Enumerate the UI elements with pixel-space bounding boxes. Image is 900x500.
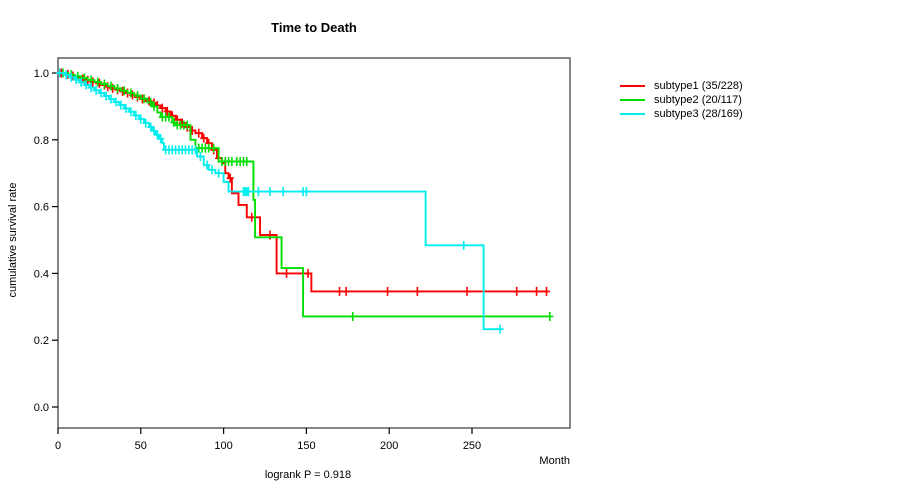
x-tick-label: 150 xyxy=(297,440,315,452)
legend-item-subtype1: subtype1 (35/228) xyxy=(620,79,743,93)
x-tick-label: 200 xyxy=(380,440,398,452)
legend-label-subtype3: subtype3 (28/169) xyxy=(654,108,743,120)
x-tick-label: 0 xyxy=(55,440,61,452)
legend-line-subtype2 xyxy=(620,99,645,101)
survival-curve-subtype2 xyxy=(58,72,552,318)
x-axis-label: Month xyxy=(539,455,570,467)
legend: subtype1 (35/228) subtype2 (20/117) subt… xyxy=(620,79,743,121)
plot-box xyxy=(57,57,571,429)
x-tick-label: 100 xyxy=(214,440,232,452)
legend-line-subtype3 xyxy=(620,113,645,115)
y-tick-label: 1.0 xyxy=(34,68,49,80)
y-tick-label: 0.8 xyxy=(34,135,49,147)
censor-marks-subtype3 xyxy=(56,68,504,334)
y-tick-label: 0.6 xyxy=(34,202,49,214)
survival-curve-subtype1 xyxy=(58,72,549,293)
legend-label-subtype2: subtype2 (20/117) xyxy=(654,94,742,106)
plot-title: Time to Death xyxy=(271,20,357,35)
legend-label-subtype1: subtype1 (35/228) xyxy=(654,80,743,92)
x-axis-ticks: 0 50 100 150 200 250 xyxy=(55,428,481,452)
y-tick-label: 0.2 xyxy=(34,335,49,347)
y-tick-label: 0.0 xyxy=(34,402,49,414)
legend-item-subtype3: subtype3 (28/169) xyxy=(620,107,743,121)
x-tick-label: 250 xyxy=(463,440,481,452)
censor-marks-subtype1 xyxy=(57,68,551,296)
y-tick-label: 0.4 xyxy=(34,268,49,280)
y-axis-ticks: 0.0 0.2 0.4 0.6 0.8 1.0 xyxy=(34,68,58,414)
legend-line-subtype1 xyxy=(620,85,645,87)
legend-item-subtype2: subtype2 (20/117) xyxy=(620,93,743,107)
logrank-pvalue: logrank P = 0.918 xyxy=(264,469,352,481)
x-tick-label: 50 xyxy=(135,440,147,452)
